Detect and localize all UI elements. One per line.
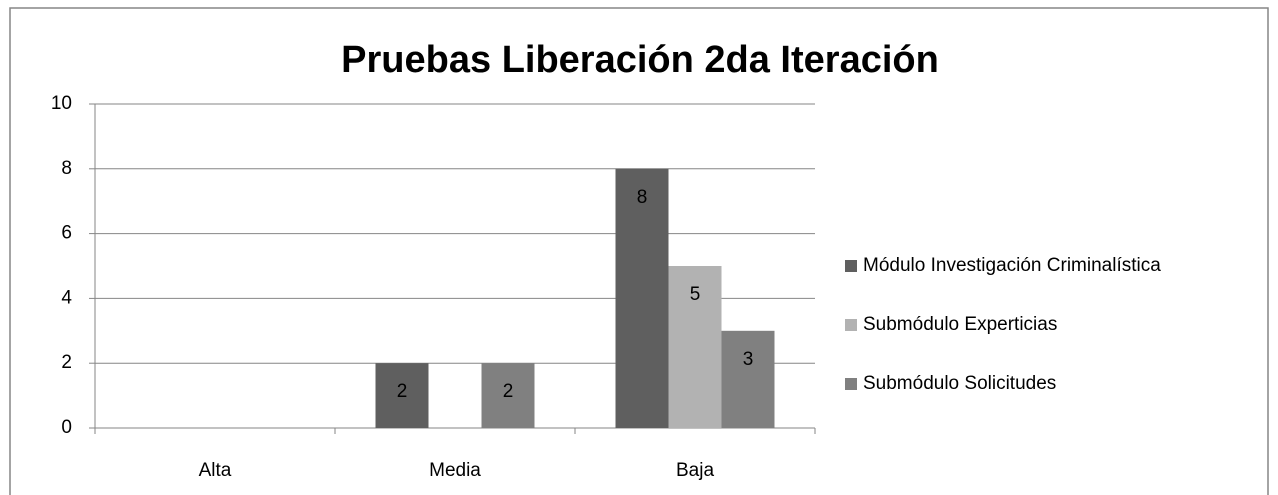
- y-tick-label: 4: [61, 287, 72, 308]
- data-label: 2: [503, 381, 514, 402]
- data-label: 3: [743, 349, 754, 370]
- bar: [721, 330, 775, 428]
- x-tick-label: Baja: [676, 460, 714, 481]
- y-tick-label: 6: [61, 223, 72, 244]
- data-label: 2: [397, 381, 408, 402]
- bar: [668, 266, 722, 428]
- chart-title: Pruebas Liberación 2da Iteración: [341, 39, 939, 81]
- data-label: 5: [690, 284, 701, 305]
- legend-swatch: [845, 260, 857, 272]
- y-tick-label: 8: [61, 158, 72, 179]
- legend-swatch: [845, 319, 857, 331]
- legend-swatch: [845, 378, 857, 390]
- legend-label: Submódulo Solicitudes: [863, 373, 1056, 394]
- bar: [615, 168, 669, 429]
- y-tick-label: 2: [61, 352, 72, 373]
- x-tick-label: Alta: [199, 460, 232, 481]
- y-tick-label: 0: [61, 417, 72, 438]
- legend-label: Submódulo Experticias: [863, 314, 1057, 335]
- bar: [375, 363, 429, 428]
- x-tick-label: Media: [429, 460, 481, 481]
- legend-label: Módulo Investigación Criminalística: [863, 255, 1161, 276]
- data-label: 8: [637, 187, 648, 208]
- bar: [481, 363, 535, 428]
- y-tick-label: 10: [51, 93, 72, 114]
